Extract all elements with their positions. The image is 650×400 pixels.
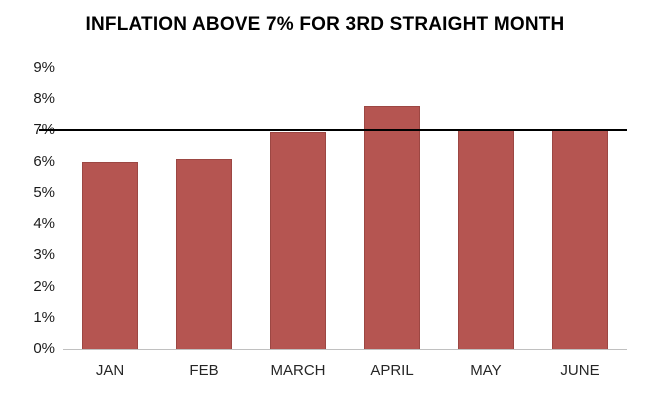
plot-area xyxy=(39,68,627,350)
y-tick-label-3pct: 3% xyxy=(33,246,55,264)
x-tick-label-march: MARCH xyxy=(270,362,326,379)
y-tick-label-0pct: 0% xyxy=(33,340,55,357)
y-tick-label-9pct: 9% xyxy=(33,59,55,76)
x-tick-label-april: APRIL xyxy=(370,362,414,379)
bars-container xyxy=(63,68,627,349)
x-tick-label-june: JUNE xyxy=(560,362,600,379)
bar-slot xyxy=(63,68,157,349)
x-axis-line xyxy=(63,349,627,350)
x-tick-label-may: MAY xyxy=(470,362,502,379)
y-tick-label-4pct: 4% xyxy=(33,215,55,233)
bar-jan xyxy=(82,161,138,349)
bar-slot xyxy=(157,68,251,349)
y-tick-label-6pct: 6% xyxy=(33,152,55,170)
y-tick-label-2pct: 2% xyxy=(33,277,55,295)
bar-june xyxy=(552,130,608,349)
chart-title: INFLATION ABOVE 7% FOR 3RD STRAIGHT MONT… xyxy=(85,14,565,35)
bar-feb xyxy=(176,158,232,349)
y-tick-label-5pct: 5% xyxy=(33,183,55,201)
bar-slot xyxy=(251,68,345,349)
bar-slot xyxy=(345,68,439,349)
y-tick-label-1pct: 1% xyxy=(33,308,55,326)
y-tick-label-8pct: 8% xyxy=(33,90,55,108)
x-axis-category-labels: JAN FEB MARCH APRIL MAY JUNE xyxy=(63,362,627,379)
bar-march xyxy=(270,132,326,349)
x-tick-label-feb: FEB xyxy=(189,362,219,379)
bar-slot xyxy=(533,68,627,349)
bar-slot xyxy=(439,68,533,349)
bar-april xyxy=(364,105,420,349)
bar-may xyxy=(458,128,514,349)
y-axis-tick-labels: 0% 1% 2% 3% 4% 5% 6% 7% 8% 9% xyxy=(0,0,55,400)
reference-line-7pct xyxy=(39,129,627,132)
x-tick-label-jan: JAN xyxy=(95,362,125,379)
